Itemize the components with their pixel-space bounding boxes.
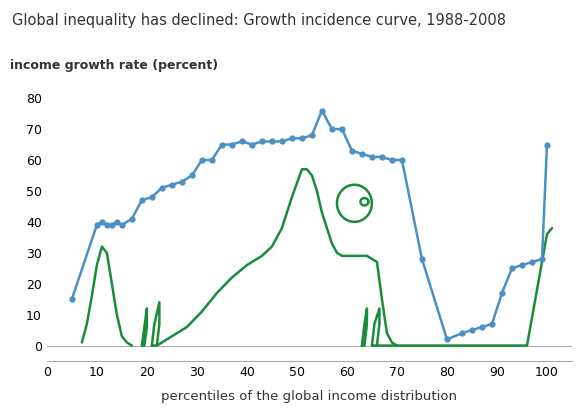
X-axis label: percentiles of the global income distribution: percentiles of the global income distrib… <box>161 390 457 403</box>
Text: income growth rate (percent): income growth rate (percent) <box>10 59 218 71</box>
Text: Global inequality has declined: Growth incidence curve, 1988-2008: Global inequality has declined: Growth i… <box>12 13 506 28</box>
